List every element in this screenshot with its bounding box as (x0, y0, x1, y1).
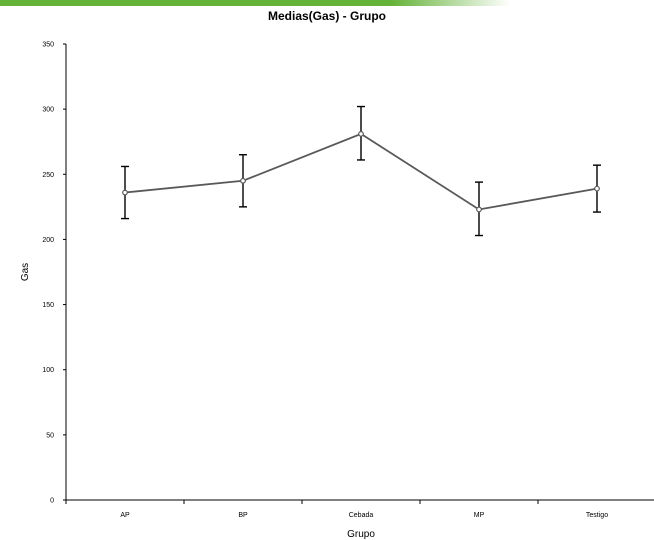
y-tick-label: 50 (46, 432, 54, 439)
axes (65, 44, 654, 501)
x-tick-label: BP (238, 512, 248, 519)
y-tick-label: 100 (42, 367, 54, 374)
data-point (122, 189, 128, 196)
y-tick-label: 350 (42, 42, 54, 49)
y-axis-label: Gas (20, 263, 31, 281)
y-tick-label: 200 (42, 237, 54, 244)
x-tick-label: AP (120, 512, 130, 519)
x-axis-label: Grupo (347, 529, 375, 540)
data-point (240, 177, 246, 184)
x-tick-label: MP (474, 512, 485, 519)
x-tick-label: Testigo (586, 512, 608, 519)
y-ticks: 0 50 100 150 200 250 300 350 (42, 42, 66, 505)
series-group (122, 130, 600, 213)
data-point (476, 206, 482, 213)
y-tick-label: 0 (50, 498, 54, 505)
y-tick-label: 300 (42, 107, 54, 114)
chart-title: Medias(Gas) - Grupo (268, 9, 386, 23)
y-tick-label: 250 (42, 172, 54, 179)
data-point (594, 185, 600, 192)
data-point (358, 130, 364, 137)
y-tick-label: 150 (42, 302, 54, 309)
error-bars (121, 105, 601, 237)
top-accent-band (0, 0, 654, 6)
x-tick-label: Cebada (349, 512, 374, 519)
x-ticks: AP BP Cebada MP Testigo (65, 500, 608, 519)
